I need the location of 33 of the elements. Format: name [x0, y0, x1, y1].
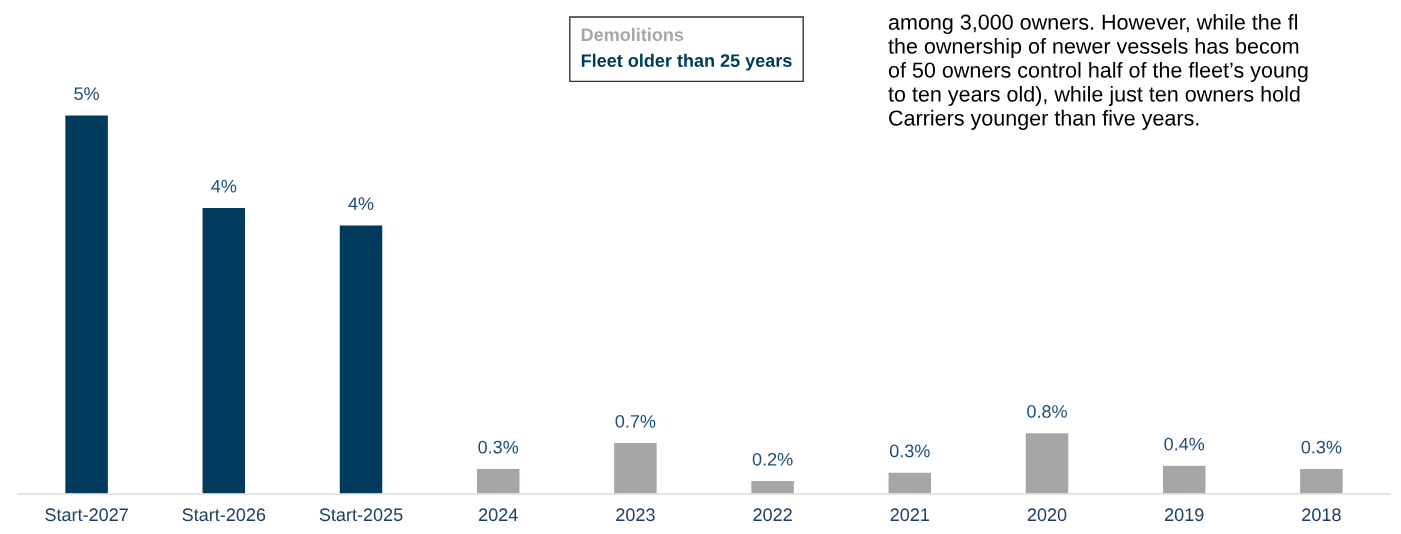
x-tick-label: 2019 — [1165, 508, 1204, 522]
x-tick-label: 2024 — [479, 508, 518, 522]
x-tick-label: 2020 — [1027, 508, 1067, 522]
data-label: 4% — [348, 197, 374, 210]
data-label: 0.8% — [1027, 405, 1067, 418]
data-label: 0.3% — [889, 444, 930, 458]
bar — [201, 206, 247, 494]
x-tick-label: Start-2027 — [45, 508, 128, 522]
data-label: 0.2% — [752, 452, 793, 466]
x-tick-label: Start-2026 — [182, 508, 266, 522]
bar — [63, 113, 110, 494]
data-label: 0.3% — [1301, 440, 1342, 454]
data-label: 4% — [211, 179, 237, 193]
bar — [338, 223, 384, 494]
text: Fleet older than 25 years — [581, 53, 792, 71]
text: Demolitions — [581, 27, 684, 42]
x-tick-label: 2022 — [753, 508, 792, 522]
data-label: 0.3% — [478, 440, 519, 454]
x-tick-label: 2021 — [890, 508, 929, 522]
bar — [475, 467, 521, 494]
bar — [887, 471, 933, 494]
bar — [1298, 467, 1345, 494]
data-label: 0.7% — [615, 414, 656, 428]
x-tick-label: 2018 — [1302, 508, 1341, 522]
bar — [749, 479, 796, 494]
bar — [1161, 464, 1207, 494]
bar — [612, 441, 659, 494]
data-label: 0.4% — [1164, 437, 1205, 451]
bar — [1024, 431, 1070, 494]
x-tick-label: 2023 — [616, 508, 655, 522]
annotation: among 3,000 owners. However, while the fl the ownership of newer vessels has becom of 50 owners control half of the fleet’s young to ten years old), while just ten owners hold Carriers younger than five years. — [888, 14, 1308, 130]
data-label: 5% — [74, 87, 100, 101]
x-tick-label: Start-2025 — [319, 508, 403, 522]
